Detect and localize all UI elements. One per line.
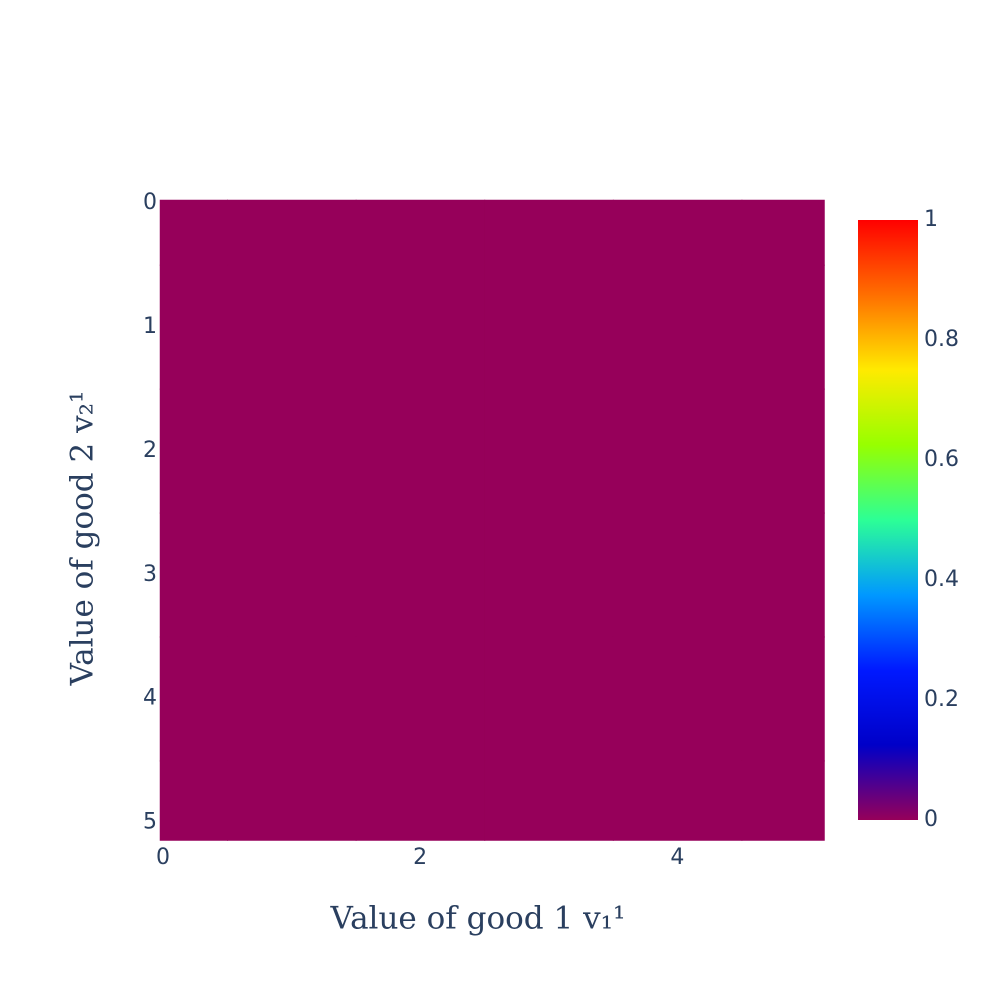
colorbar-tick-label: 0.4 <box>924 567 959 592</box>
heatmap-cell <box>741 264 825 390</box>
y-tick-label: 5 <box>143 810 157 835</box>
y-tick-label: 1 <box>143 314 157 339</box>
colorbar-tick-label: 0 <box>924 807 938 832</box>
heatmap-cell <box>612 636 743 762</box>
colorbar-tick-label: 1 <box>924 207 938 232</box>
heatmap-cell <box>355 199 486 266</box>
heatmap-cell <box>355 636 486 762</box>
heatmap-cell <box>741 636 825 762</box>
heatmap-cell <box>355 264 486 390</box>
heatmap-cell <box>612 199 743 266</box>
heatmap-cell <box>227 636 357 762</box>
heatmap-cell <box>484 512 614 638</box>
x-tick-label: 2 <box>413 845 427 870</box>
heatmap-cell <box>484 199 614 266</box>
heatmap-cell <box>484 388 614 514</box>
heatmap-cell <box>159 760 229 841</box>
y-tick-label: 2 <box>143 438 157 463</box>
heatmap-cell <box>741 512 825 638</box>
heatmap-cell <box>355 388 486 514</box>
heatmap-cell <box>159 636 229 762</box>
y-tick-label: 0 <box>143 190 157 215</box>
colorbar-tick-label: 0.8 <box>924 327 959 352</box>
heatmap-cell <box>227 264 357 390</box>
colorbar-tick-label: 0.6 <box>924 447 959 472</box>
heatmap-cell <box>227 760 357 841</box>
heatmap-cell <box>484 760 614 841</box>
heatmap-cell <box>227 512 357 638</box>
heatmap-cell <box>159 199 229 266</box>
colorbar <box>858 220 918 820</box>
heatmap-cell <box>355 512 486 638</box>
x-axis-title: Value of good 1 v₁¹ <box>330 901 626 937</box>
heatmap-cell <box>227 388 357 514</box>
y-tick-label: 4 <box>143 686 157 711</box>
heatmap-cell <box>484 636 614 762</box>
heatmap-cell <box>612 760 743 841</box>
heatmap-cell <box>741 199 825 266</box>
x-tick-label: 4 <box>670 845 684 870</box>
colorbar-tick-label: 0.2 <box>924 687 959 712</box>
heatmap-cell <box>355 760 486 841</box>
heatmap-cell <box>159 388 229 514</box>
y-axis-title: Value of good 2 v₂¹ <box>65 391 101 687</box>
heatmap-cell <box>484 264 614 390</box>
heatmap-cell <box>741 388 825 514</box>
y-tick-label: 3 <box>143 562 157 587</box>
heatmap-cell <box>612 388 743 514</box>
heatmap-cell <box>159 264 229 390</box>
heatmap-cell <box>227 199 357 266</box>
x-tick-label: 0 <box>156 845 170 870</box>
heatmap-cell <box>741 760 825 841</box>
heatmap-cell <box>612 264 743 390</box>
heatmap-cell <box>612 512 743 638</box>
heatmap-cell <box>159 512 229 638</box>
